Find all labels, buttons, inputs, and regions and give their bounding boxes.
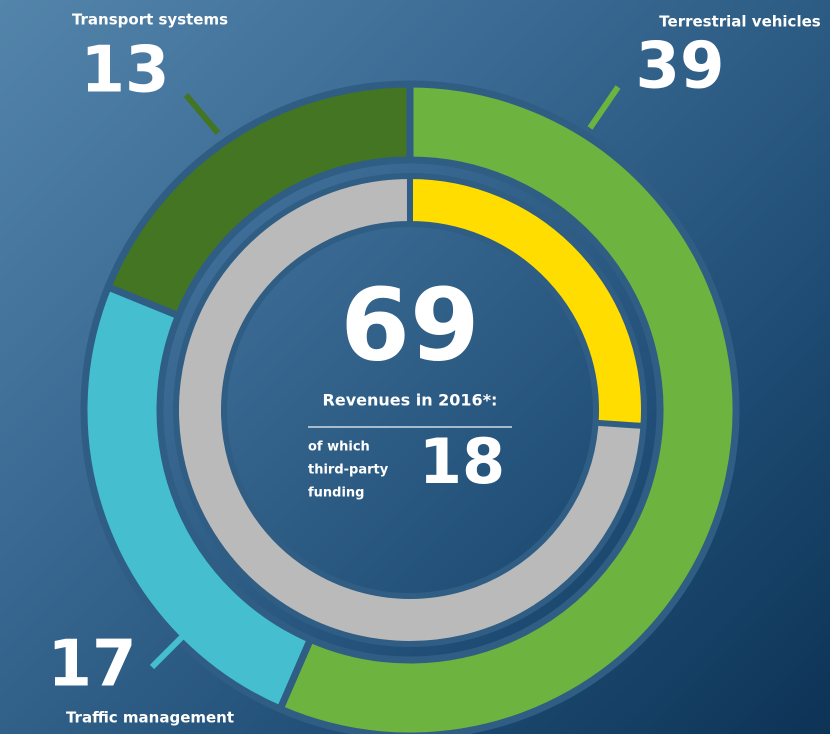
connector — [587, 85, 621, 130]
segment-name: Transport systems — [72, 11, 228, 29]
segment-value: 13 — [80, 34, 169, 108]
total-label: Revenues in 2016*: — [323, 391, 498, 410]
sub-label: of which — [308, 440, 370, 455]
connector — [183, 93, 221, 135]
sub-segment — [407, 172, 647, 430]
sub-value: 18 — [419, 425, 505, 498]
segment — [275, 80, 740, 734]
segment — [103, 80, 414, 321]
remainder-ring — [172, 172, 647, 647]
sub-label: funding — [308, 486, 365, 501]
total-value: 69 — [340, 266, 479, 383]
segment-name: Traffic management — [66, 709, 234, 727]
sub-label: third-party — [308, 463, 389, 478]
segment-value: 39 — [635, 30, 724, 104]
segment-name: Terrestrial vehicles — [659, 13, 820, 31]
connector — [149, 630, 189, 670]
segment-value: 17 — [47, 628, 136, 702]
